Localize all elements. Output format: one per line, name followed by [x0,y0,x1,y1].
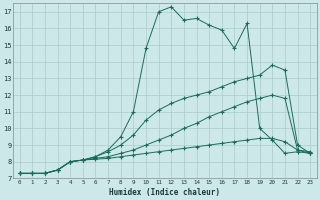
X-axis label: Humidex (Indice chaleur): Humidex (Indice chaleur) [109,188,220,197]
